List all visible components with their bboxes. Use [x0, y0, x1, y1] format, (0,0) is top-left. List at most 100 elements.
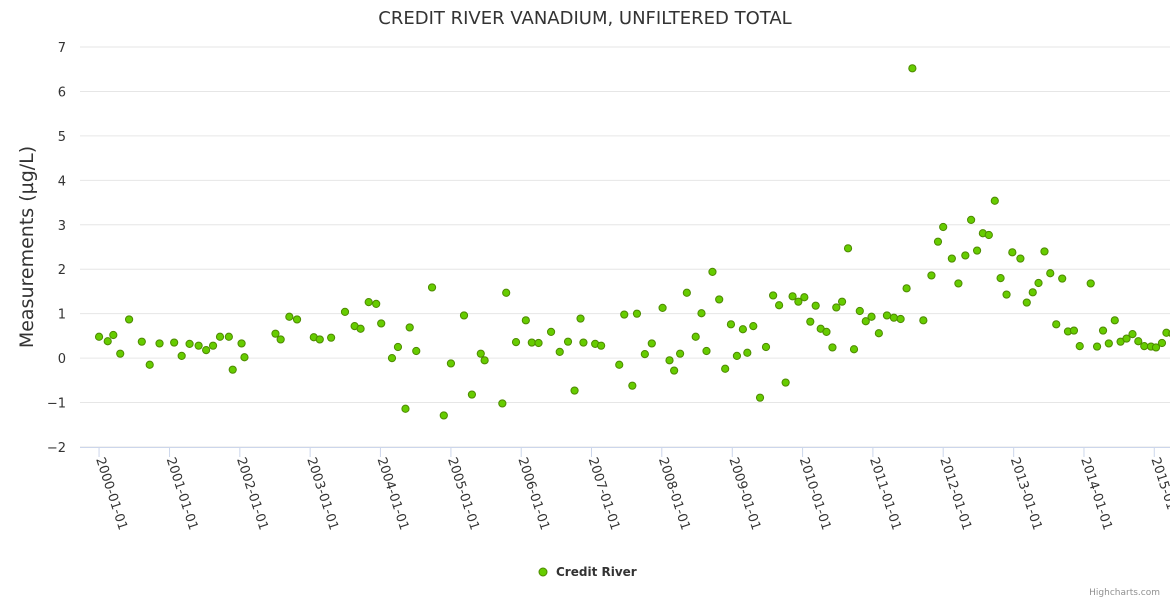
data-point[interactable] [811, 301, 820, 310]
data-point[interactable] [867, 312, 876, 321]
data-point[interactable] [855, 306, 864, 316]
data-point[interactable] [691, 332, 700, 341]
data-point[interactable] [927, 271, 936, 280]
data-point[interactable] [1162, 328, 1170, 337]
data-point[interactable] [849, 345, 859, 354]
data-point[interactable] [124, 315, 134, 324]
data-point[interactable] [919, 316, 928, 325]
data-point[interactable] [597, 341, 606, 350]
data-point[interactable] [393, 342, 403, 352]
data-point[interactable] [387, 354, 397, 363]
data-point[interactable] [285, 312, 294, 321]
data-point[interactable] [340, 307, 350, 316]
data-point[interactable] [1128, 330, 1137, 339]
data-point[interactable] [682, 288, 691, 297]
data-point[interactable] [721, 364, 730, 373]
data-point[interactable] [546, 327, 556, 336]
data-point[interactable] [1122, 334, 1131, 343]
data-point[interactable] [439, 411, 448, 420]
legend-label[interactable]: Credit River [556, 565, 637, 579]
data-point[interactable] [732, 351, 742, 360]
data-point[interactable] [570, 386, 579, 395]
data-point[interactable] [364, 298, 373, 307]
data-point[interactable] [933, 237, 943, 246]
data-point[interactable] [628, 381, 637, 390]
data-point[interactable] [155, 339, 164, 348]
data-point[interactable] [1151, 343, 1161, 352]
data-point[interactable] [427, 283, 437, 292]
data-point[interactable] [1069, 326, 1079, 335]
data-point[interactable] [202, 346, 211, 355]
data-point[interactable] [861, 317, 870, 326]
data-point[interactable] [1034, 278, 1043, 288]
data-point[interactable] [527, 338, 536, 347]
data-point[interactable] [967, 215, 976, 224]
data-point[interactable] [476, 349, 485, 358]
data-point[interactable] [715, 295, 724, 304]
data-point[interactable] [377, 319, 386, 328]
data-point[interactable] [902, 284, 911, 293]
data-point[interactable] [103, 337, 112, 346]
data-point[interactable] [292, 315, 302, 324]
data-point[interactable] [1075, 342, 1084, 351]
data-point[interactable] [240, 353, 249, 362]
data-point[interactable] [828, 343, 837, 352]
data-point[interactable] [738, 325, 747, 334]
data-point[interactable] [576, 314, 585, 323]
data-point[interactable] [761, 342, 771, 352]
data-point[interactable] [467, 390, 477, 399]
data-point[interactable] [579, 338, 588, 347]
data-point[interactable] [1098, 326, 1108, 335]
data-point[interactable] [961, 251, 970, 260]
data-point[interactable] [990, 196, 999, 205]
data-point[interactable] [615, 360, 624, 369]
data-point[interactable] [1110, 316, 1119, 325]
data-point[interactable] [170, 338, 179, 347]
data-point[interactable] [1086, 279, 1095, 288]
data-point[interactable] [1008, 248, 1017, 257]
data-point[interactable] [271, 329, 280, 338]
data-point[interactable] [908, 64, 917, 73]
data-point[interactable] [459, 311, 469, 320]
data-point[interactable] [228, 365, 237, 374]
data-point[interactable] [412, 346, 421, 356]
legend[interactable]: Credit River [538, 565, 637, 579]
data-point[interactable] [1092, 342, 1102, 351]
data-point[interactable] [774, 301, 784, 310]
data-point[interactable] [1046, 269, 1055, 278]
data-point[interactable] [702, 346, 711, 356]
data-point[interactable] [984, 230, 993, 240]
data-point[interactable] [1052, 320, 1061, 329]
data-point[interactable] [647, 339, 656, 348]
data-point[interactable] [889, 313, 898, 322]
data-point[interactable] [276, 335, 285, 344]
data-point[interactable] [972, 246, 982, 255]
data-point[interactable] [697, 309, 706, 318]
data-point[interactable] [224, 332, 233, 341]
data-point[interactable] [822, 327, 831, 336]
data-point[interactable] [954, 279, 963, 288]
data-point[interactable] [788, 292, 797, 301]
data-point[interactable] [94, 332, 104, 341]
data-point[interactable] [676, 349, 685, 358]
data-point[interactable] [521, 316, 530, 325]
data-point[interactable] [874, 329, 883, 338]
data-point[interactable] [511, 338, 521, 347]
data-point[interactable] [237, 339, 246, 348]
data-point[interactable] [185, 339, 194, 348]
data-point[interactable] [116, 349, 125, 358]
data-point[interactable] [882, 311, 892, 320]
data-point[interactable] [726, 320, 736, 329]
data-point[interactable] [327, 333, 336, 342]
credits-link[interactable]: Highcharts.com [1089, 588, 1160, 598]
data-point[interactable] [405, 323, 414, 332]
data-point[interactable] [1040, 247, 1049, 256]
data-point[interactable] [194, 341, 203, 350]
data-point[interactable] [749, 322, 758, 331]
data-point[interactable] [800, 293, 809, 302]
data-point[interactable] [315, 335, 324, 344]
data-point[interactable] [498, 399, 507, 408]
data-point[interactable] [109, 330, 118, 340]
data-point[interactable] [480, 356, 489, 365]
data-point[interactable] [401, 404, 410, 413]
